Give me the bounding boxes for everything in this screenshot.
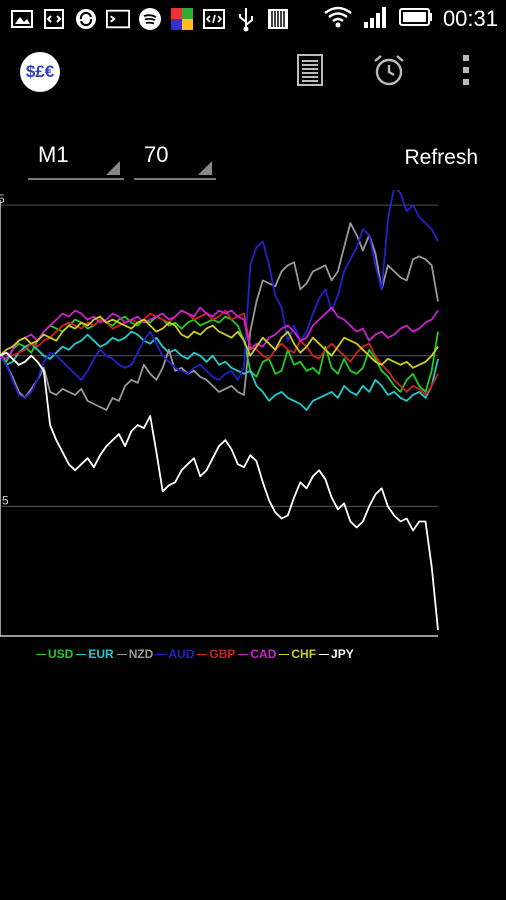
barcode-icon (266, 7, 290, 31)
period-spinner[interactable]: 70 (134, 140, 216, 180)
app-logo[interactable]: $£€ (20, 52, 60, 92)
signal-icon (363, 5, 389, 34)
legend-item-usd: USD (36, 647, 73, 661)
status-bar: 00:31 (0, 0, 506, 38)
series-line-chf (0, 315, 439, 369)
overflow-menu-button[interactable] (446, 52, 486, 92)
currency-strength-chart: 0.50-0.50 (0, 190, 439, 645)
timeframe-value: M1 (38, 142, 69, 167)
legend-label: NZD (128, 647, 154, 661)
series-line-eur (0, 330, 439, 411)
system-status: 00:31 (323, 6, 498, 32)
legend-item-cad: CAD (238, 647, 276, 661)
dropdown-arrow-icon (198, 161, 212, 175)
legend-swatch (76, 653, 87, 655)
alarm-icon (372, 53, 406, 92)
series-line-jpy (0, 351, 439, 631)
battery-icon (398, 7, 433, 32)
refresh-button[interactable]: Refresh (404, 146, 478, 169)
series-line-cad (0, 306, 439, 360)
x-origin-label: 0 (0, 643, 3, 645)
list-button[interactable] (290, 52, 330, 92)
legend-item-gbp: GBP (197, 647, 235, 661)
legend-swatch (36, 653, 46, 655)
sync-icon (74, 7, 98, 31)
legend-label: JPY (331, 647, 354, 661)
series-line-gbp (0, 309, 439, 396)
usb-icon (234, 7, 258, 32)
wifi-icon (323, 5, 353, 34)
timeframe-spinner[interactable]: M1 (28, 140, 124, 180)
legend-swatch (197, 653, 208, 655)
chart-legend: USD EUR NZD AUD GBP CAD CHF JPY (36, 645, 357, 663)
spotify-icon (138, 7, 162, 31)
action-bar: $£€ (0, 38, 506, 102)
legend-label: CAD (250, 647, 277, 661)
series-line-usd (0, 315, 439, 393)
period-value: 70 (144, 142, 169, 167)
series-line-aud (0, 190, 439, 399)
legend-label: GBP (209, 647, 236, 661)
overflow-menu-icon (461, 54, 471, 91)
clock: 00:31 (442, 6, 498, 31)
alarm-button[interactable] (369, 52, 409, 92)
app-grid-icon (170, 7, 194, 31)
legend-label: EUR (88, 647, 114, 661)
legend-item-chf: CHF (279, 647, 316, 661)
y-tick-label: -0.5 (0, 493, 9, 507)
legend-item-aud: AUD (156, 647, 194, 661)
legend-swatch (116, 653, 127, 655)
terminal-icon (106, 7, 130, 31)
legend-item-eur: EUR (76, 647, 114, 661)
legend-item-nzd: NZD (116, 647, 154, 661)
legend-label: USD (48, 647, 74, 661)
legend-swatch (279, 653, 290, 655)
dropdown-arrow-icon (106, 161, 120, 175)
legend-swatch (238, 653, 249, 655)
legend-label: CHF (291, 647, 317, 661)
legend-swatch (156, 653, 167, 655)
photo-icon (10, 7, 34, 31)
y-tick-label: 0.5 (0, 192, 5, 206)
legend-label: AUD (168, 647, 195, 661)
code-icon (42, 7, 66, 31)
code-icon (202, 7, 226, 31)
legend-swatch (319, 653, 330, 655)
series-line-nzd (0, 222, 439, 411)
legend-item-jpy: JPY (319, 647, 354, 661)
list-icon (296, 53, 324, 91)
notification-icons (10, 6, 290, 32)
